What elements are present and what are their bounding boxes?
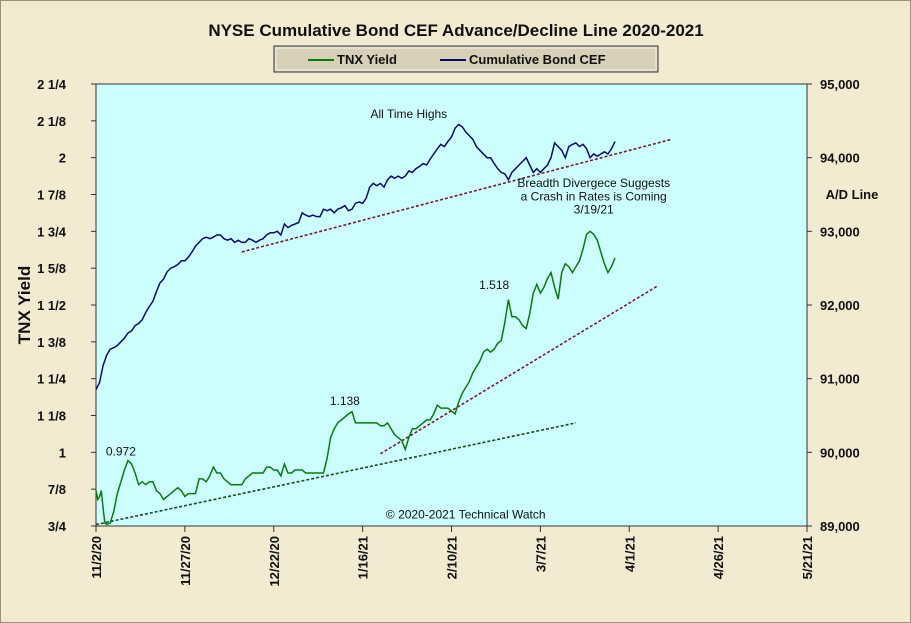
x-tick-label: 11/27/20 bbox=[178, 536, 193, 586]
y-left-tick-label: 7/8 bbox=[48, 482, 66, 497]
y-right-tick-label: 90,000 bbox=[820, 445, 860, 460]
tnx-trendline-steep bbox=[379, 285, 659, 455]
x-tick-label: 4/26/21 bbox=[711, 536, 726, 579]
trendlines bbox=[95, 138, 673, 526]
y-right-tick-label: 89,000 bbox=[820, 519, 860, 534]
ad-trendline bbox=[241, 138, 673, 253]
legend-entry-tnx-yield: TNX Yield bbox=[337, 52, 397, 67]
plot-area bbox=[95, 83, 808, 527]
y-right-tick-label: 94,000 bbox=[820, 151, 860, 166]
y-left-tick-label: 1 7/8 bbox=[37, 188, 66, 203]
y-right-tick-label: 91,000 bbox=[820, 372, 860, 387]
x-tick-label: 5/21/21 bbox=[800, 536, 815, 579]
series-line-cumulative-bond-cef bbox=[95, 123, 616, 391]
y-left-tick-label: 1 1/8 bbox=[37, 409, 66, 424]
y-left-tick-label: 1 3/4 bbox=[37, 224, 67, 239]
series-lines bbox=[95, 123, 616, 526]
divergence-label-line2: a Crash in Rates is Coming bbox=[521, 189, 667, 203]
y-left-tick-label: 1 5/8 bbox=[37, 261, 66, 276]
y-right-tick-label: 92,000 bbox=[820, 298, 860, 313]
all-time-highs-label: All Time Highs bbox=[370, 107, 447, 121]
chart-title: NYSE Cumulative Bond CEF Advance/Decline… bbox=[208, 21, 703, 40]
y-left-tick-label: 1 1/4 bbox=[37, 372, 67, 387]
x-tick-label: 3/7/21 bbox=[533, 536, 548, 572]
tnx-label-0972: 0.972 bbox=[106, 444, 136, 458]
y-right-tick-label: 95,000 bbox=[820, 77, 860, 92]
y-left-tick-label: 2 bbox=[59, 151, 66, 166]
y-left-tick-label: 1 bbox=[59, 445, 66, 460]
tnx-label-1518: 1.518 bbox=[479, 278, 509, 292]
divergence-date-label: 3/19/21 bbox=[574, 203, 614, 217]
x-tick-label: 12/22/20 bbox=[267, 536, 282, 587]
y-left-tick-label: 2 1/4 bbox=[37, 77, 67, 92]
divergence-label-line1: Breadth Divergece Suggests bbox=[517, 176, 670, 190]
x-tick-label: 2/10/21 bbox=[445, 536, 460, 579]
y-left-tick-label: 1 3/8 bbox=[37, 335, 66, 350]
y-right-tick-label: 93,000 bbox=[820, 224, 860, 239]
copyright-label: © 2020-2021 Technical Watch bbox=[386, 507, 546, 521]
x-tick-label: 4/1/21 bbox=[622, 536, 637, 572]
y-axis-left-label: TNX Yield bbox=[15, 266, 34, 344]
x-tick-label: 11/2/20 bbox=[89, 536, 104, 579]
y-left-tick-label: 1 1/2 bbox=[37, 298, 66, 313]
tnx-label-1138: 1.138 bbox=[330, 394, 360, 408]
axes: 3/4 7/8 1 1 1/8 1 1/4 1 3/8 1 1/2 1 5/8 1 3/4 1 7… bbox=[37, 77, 860, 587]
legend: TNX Yield Cumulative Bond CEF bbox=[273, 45, 659, 73]
y-left-tick-label: 3/4 bbox=[48, 519, 67, 534]
tnx-trendline-long bbox=[95, 422, 577, 526]
legend-entry-cumulative-bond-cef: Cumulative Bond CEF bbox=[469, 52, 606, 67]
y-left-tick-label: 2 1/8 bbox=[37, 114, 66, 129]
y-axis-right-label: A/D Line bbox=[826, 187, 879, 202]
series-line-tnx-yield bbox=[95, 230, 616, 526]
annotations: All Time Highs Breadth Divergece Suggests… bbox=[106, 107, 670, 521]
x-tick-label: 1/16/21 bbox=[356, 536, 371, 579]
